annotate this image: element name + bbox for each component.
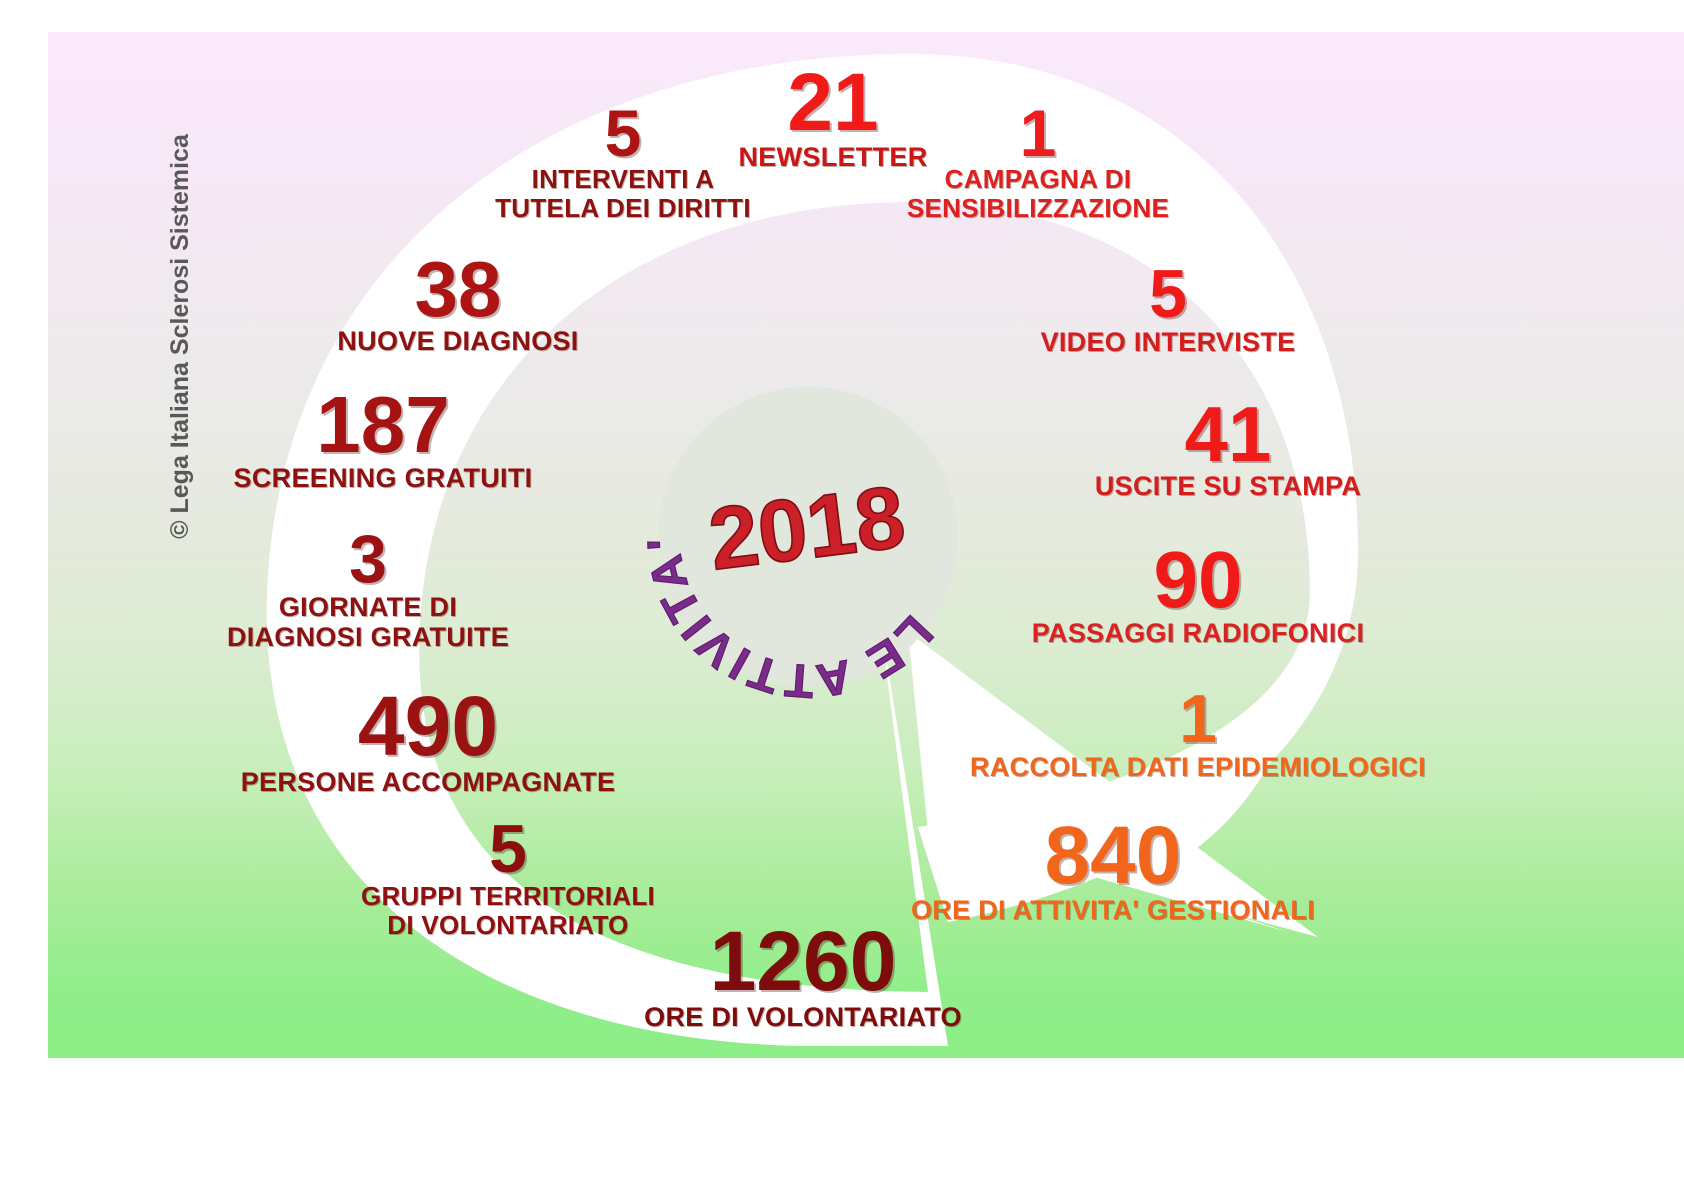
stat-interventi-tutela-diritti: 5 INTERVENTI A TUTELA DEI DIRITTI bbox=[458, 96, 788, 223]
stat-label: PERSONE ACCOMPAGNATE bbox=[240, 766, 616, 797]
stat-label: VIDEO INTERVISTE bbox=[1040, 326, 1296, 357]
stat-label: SCREENING GRATUITI bbox=[233, 463, 533, 493]
stat-label: GIORNATE DI DIAGNOSI GRATUITE bbox=[226, 591, 510, 652]
stat-persone-accompagnate: 490 PERSONE ACCOMPAGNATE bbox=[193, 679, 663, 797]
stat-passaggi-radiofonici: 90 PASSAGGI RADIOFONICI bbox=[983, 535, 1413, 649]
copyright-notice: © Lega Italiana Sclerosi Sistemica bbox=[165, 134, 194, 539]
stat-value: 1260 bbox=[709, 914, 897, 1008]
stat-giornate-diagnosi-gratuite: 3 GIORNATE DI DIAGNOSI GRATUITE bbox=[168, 521, 568, 652]
stat-label: RACCOLTA DATI EPIDEMIOLOGICI bbox=[970, 751, 1426, 782]
stat-screening-gratuiti: 187 SCREENING GRATUITI bbox=[183, 380, 583, 494]
stat-label: GRUPPI TERRITORIALI DI VOLONTARIATO bbox=[360, 880, 656, 940]
stat-newsletter: 21 NEWSLETTER bbox=[668, 57, 998, 172]
gradient-background-panel: LE ATTIVITA',I NUMERI 2018 5 INTERVENTI … bbox=[48, 32, 1684, 1058]
stat-value: 490 bbox=[357, 679, 499, 773]
stat-label: ORE DI ATTIVITA' GESTIONALI bbox=[910, 894, 1316, 925]
year-label: 2018 bbox=[704, 467, 910, 589]
stat-value: 38 bbox=[414, 245, 502, 333]
center-emblem: LE ATTIVITA',I NUMERI 2018 bbox=[633, 362, 983, 712]
stat-value: 187 bbox=[316, 380, 450, 469]
stat-label: CAMPAGNA DI SENSIBILIZZAZIONE bbox=[906, 163, 1170, 223]
stat-value: 840 bbox=[1044, 810, 1182, 901]
stat-label: NUOVE DIAGNOSI bbox=[337, 326, 579, 357]
stat-label: PASSAGGI RADIOFONICI bbox=[1031, 618, 1365, 648]
stat-label: INTERVENTI A TUTELA DEI DIRITTI bbox=[495, 163, 751, 223]
stat-label: USCITE SU STAMPA bbox=[1094, 471, 1362, 502]
stat-ore-attivita-gestionali: 840 ORE DI ATTIVITA' GESTIONALI bbox=[878, 810, 1348, 925]
stat-value: 3 bbox=[349, 521, 387, 597]
stat-value: 5 bbox=[489, 811, 527, 887]
stat-video-interviste: 5 VIDEO INTERVISTE bbox=[983, 256, 1353, 357]
stat-value: 5 bbox=[1149, 256, 1187, 332]
stat-value: 1 bbox=[1019, 96, 1057, 170]
stat-uscite-su-stampa: 41 USCITE SU STAMPA bbox=[1033, 390, 1423, 502]
stat-ore-volontariato: 1260 ORE DI VOLONTARIATO bbox=[603, 914, 1003, 1032]
stat-nuove-diagnosi: 38 NUOVE DIAGNOSI bbox=[268, 245, 648, 357]
spiral-arrow-shape bbox=[266, 54, 1359, 1046]
stat-campagna-sensibilizzazione: 1 CAMPAGNA DI SENSIBILIZZAZIONE bbox=[838, 96, 1238, 223]
stat-value: 90 bbox=[1153, 535, 1243, 624]
center-disc bbox=[658, 387, 958, 687]
stat-value: 21 bbox=[787, 57, 879, 148]
stat-label: NEWSLETTER bbox=[738, 141, 928, 172]
stat-value: 1 bbox=[1179, 681, 1217, 757]
stat-gruppi-territoriali-volontariato: 5 GRUPPI TERRITORIALI DI VOLONTARIATO bbox=[303, 811, 713, 940]
stat-label: ORE DI VOLONTARIATO bbox=[644, 1001, 962, 1032]
stat-value: 5 bbox=[604, 96, 642, 170]
stat-value: 41 bbox=[1184, 390, 1272, 478]
stat-raccolta-dati-epidemiologici: 1 RACCOLTA DATI EPIDEMIOLOGICI bbox=[943, 681, 1453, 782]
